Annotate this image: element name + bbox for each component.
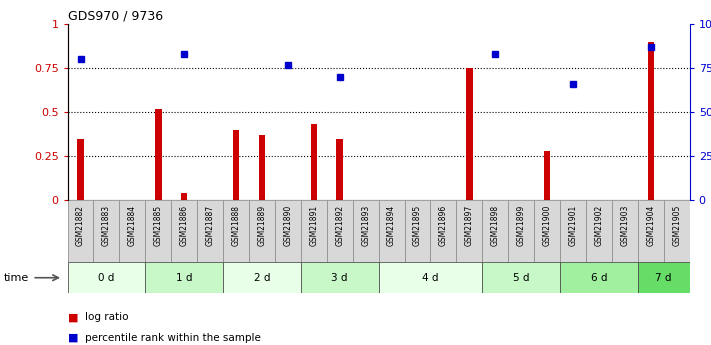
Bar <box>544 151 550 200</box>
Bar <box>93 200 119 262</box>
Text: GSM21893: GSM21893 <box>361 205 370 246</box>
Text: GSM21890: GSM21890 <box>284 205 292 246</box>
Bar <box>560 262 638 293</box>
Bar <box>171 200 197 262</box>
Bar <box>181 193 188 200</box>
Bar <box>223 200 249 262</box>
Bar <box>353 200 379 262</box>
Text: 5 d: 5 d <box>513 273 530 283</box>
Bar <box>560 200 586 262</box>
Text: GSM21888: GSM21888 <box>232 205 240 246</box>
Bar <box>145 262 223 293</box>
Bar <box>638 262 690 293</box>
Text: GSM21903: GSM21903 <box>621 205 629 246</box>
Bar <box>259 135 265 200</box>
Bar <box>68 200 93 262</box>
Bar <box>119 200 145 262</box>
Bar <box>223 262 301 293</box>
Bar <box>405 200 430 262</box>
Text: GSM21892: GSM21892 <box>335 205 344 246</box>
Text: GSM21895: GSM21895 <box>413 205 422 246</box>
Text: 1 d: 1 d <box>176 273 193 283</box>
Text: GSM21901: GSM21901 <box>569 205 577 246</box>
Text: GSM21899: GSM21899 <box>517 205 525 246</box>
Text: GSM21882: GSM21882 <box>76 205 85 246</box>
Bar <box>430 200 456 262</box>
Text: GSM21905: GSM21905 <box>672 205 681 246</box>
Text: ■: ■ <box>68 313 78 322</box>
Text: GSM21897: GSM21897 <box>465 205 474 246</box>
Text: GSM21904: GSM21904 <box>646 205 656 246</box>
Bar <box>197 200 223 262</box>
Bar <box>249 200 275 262</box>
Text: GSM21898: GSM21898 <box>491 205 500 246</box>
Text: GSM21884: GSM21884 <box>128 205 137 246</box>
Bar <box>456 200 482 262</box>
Text: GSM21896: GSM21896 <box>439 205 448 246</box>
Bar <box>301 262 379 293</box>
Bar <box>275 200 301 262</box>
Text: percentile rank within the sample: percentile rank within the sample <box>85 333 261 343</box>
Bar <box>145 200 171 262</box>
Text: GSM21885: GSM21885 <box>154 205 163 246</box>
Text: time: time <box>4 273 29 283</box>
Text: ■: ■ <box>68 333 78 343</box>
Bar <box>155 109 161 200</box>
Text: 7 d: 7 d <box>656 273 672 283</box>
Bar <box>534 200 560 262</box>
Text: GSM21887: GSM21887 <box>205 205 215 246</box>
Bar <box>336 139 343 200</box>
Bar <box>379 262 482 293</box>
Text: 6 d: 6 d <box>591 273 607 283</box>
Bar <box>379 200 405 262</box>
Bar <box>482 200 508 262</box>
Bar <box>68 262 145 293</box>
Bar <box>638 200 664 262</box>
Bar <box>311 125 317 200</box>
Bar <box>77 139 84 200</box>
Text: log ratio: log ratio <box>85 313 129 322</box>
Bar <box>301 200 327 262</box>
Text: GSM21902: GSM21902 <box>594 205 604 246</box>
Bar <box>612 200 638 262</box>
Text: 0 d: 0 d <box>98 273 114 283</box>
Text: GSM21886: GSM21886 <box>180 205 188 246</box>
Text: GSM21891: GSM21891 <box>309 205 319 246</box>
Bar <box>508 200 534 262</box>
Text: GSM21889: GSM21889 <box>257 205 267 246</box>
Text: 2 d: 2 d <box>254 273 270 283</box>
Bar <box>648 42 654 200</box>
Bar <box>664 200 690 262</box>
Bar <box>466 68 473 200</box>
Text: GSM21883: GSM21883 <box>102 205 111 246</box>
Bar <box>232 130 240 200</box>
Text: GSM21900: GSM21900 <box>542 205 552 246</box>
Bar <box>327 200 353 262</box>
Bar <box>586 200 612 262</box>
Text: 4 d: 4 d <box>422 273 439 283</box>
Text: 3 d: 3 d <box>331 273 348 283</box>
Text: GDS970 / 9736: GDS970 / 9736 <box>68 10 163 23</box>
Text: GSM21894: GSM21894 <box>387 205 396 246</box>
Bar <box>482 262 560 293</box>
